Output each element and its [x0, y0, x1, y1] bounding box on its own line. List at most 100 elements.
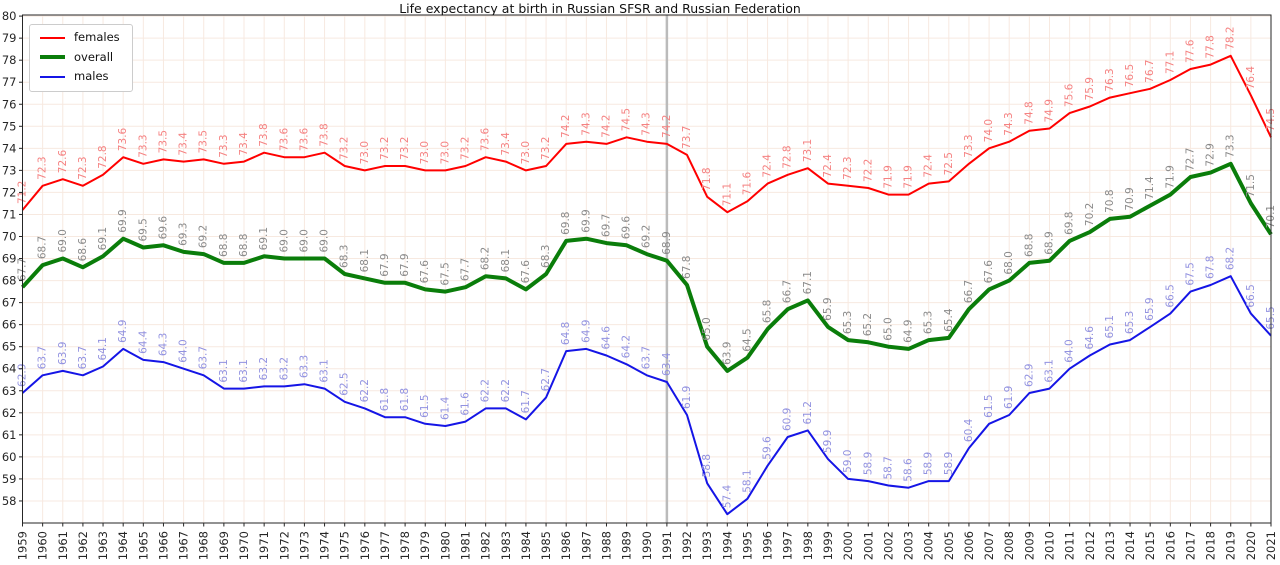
legend-item-females: females	[40, 31, 120, 44]
svg-text:63.1: 63.1	[218, 359, 230, 382]
chart-title: Life expectancy at birth in Russian SFSR…	[399, 1, 801, 16]
svg-text:64.1: 64.1	[97, 337, 109, 360]
svg-text:74.2: 74.2	[661, 115, 673, 138]
svg-text:73.2: 73.2	[339, 137, 351, 160]
svg-text:69.0: 69.0	[278, 229, 290, 252]
svg-text:73.5: 73.5	[198, 130, 210, 153]
svg-text:1979: 1979	[418, 531, 432, 560]
svg-text:67.9: 67.9	[379, 253, 391, 276]
svg-text:67.6: 67.6	[419, 260, 431, 284]
svg-text:58: 58	[2, 494, 17, 508]
svg-text:1978: 1978	[398, 531, 412, 560]
svg-text:61.6: 61.6	[460, 392, 472, 416]
svg-text:2013: 2013	[1103, 531, 1117, 560]
svg-text:68.3: 68.3	[540, 245, 552, 268]
svg-text:72.3: 72.3	[842, 156, 854, 179]
svg-text:73.8: 73.8	[258, 123, 270, 146]
svg-text:68.0: 68.0	[1003, 251, 1015, 274]
svg-text:69.6: 69.6	[157, 216, 169, 240]
svg-text:1969: 1969	[217, 531, 231, 560]
svg-text:78: 78	[2, 53, 17, 67]
svg-text:64.3: 64.3	[157, 333, 169, 356]
svg-text:71.6: 71.6	[741, 172, 753, 196]
svg-text:75.9: 75.9	[1084, 77, 1096, 100]
svg-text:1964: 1964	[116, 531, 130, 560]
svg-text:73.1: 73.1	[802, 139, 814, 162]
svg-text:73.3: 73.3	[218, 134, 230, 157]
svg-text:68.1: 68.1	[500, 249, 512, 272]
svg-text:63: 63	[2, 384, 17, 398]
svg-text:66.5: 66.5	[1245, 284, 1257, 307]
svg-text:69.0: 69.0	[319, 229, 331, 252]
svg-text:58.7: 58.7	[882, 456, 894, 479]
svg-text:73.4: 73.4	[178, 132, 190, 156]
svg-text:72.4: 72.4	[923, 154, 935, 178]
svg-text:1998: 1998	[801, 531, 815, 560]
svg-text:67: 67	[2, 296, 17, 310]
svg-text:1963: 1963	[96, 531, 110, 560]
svg-text:61.9: 61.9	[1003, 386, 1015, 409]
svg-text:69.8: 69.8	[560, 212, 572, 235]
svg-text:1970: 1970	[237, 531, 251, 560]
svg-text:1991: 1991	[660, 531, 674, 560]
svg-text:66.7: 66.7	[963, 280, 975, 303]
svg-text:67.6: 67.6	[520, 260, 532, 284]
svg-text:66.7: 66.7	[782, 280, 794, 303]
svg-text:73.3: 73.3	[1225, 134, 1237, 157]
svg-text:2000: 2000	[841, 531, 855, 560]
svg-text:1994: 1994	[720, 531, 734, 560]
svg-text:65.4: 65.4	[943, 308, 955, 332]
svg-text:75.6: 75.6	[1064, 83, 1076, 107]
svg-text:2016: 2016	[1163, 531, 1177, 560]
x-axis: 1959 1960 1961 1962 1963 1964 1965 1966 1967 1968…	[16, 523, 1278, 560]
males-line	[21, 275, 1272, 516]
svg-text:58.9: 58.9	[862, 452, 874, 475]
svg-text:77.6: 77.6	[1184, 39, 1196, 63]
svg-text:1967: 1967	[177, 531, 191, 560]
svg-text:68.9: 68.9	[661, 231, 673, 254]
svg-text:65.0: 65.0	[882, 317, 894, 340]
legend-item-males: males	[40, 70, 120, 83]
svg-text:70.9: 70.9	[1124, 187, 1136, 210]
svg-text:65.0: 65.0	[701, 317, 713, 340]
svg-text:63.7: 63.7	[198, 346, 210, 369]
svg-text:63.9: 63.9	[721, 342, 733, 365]
y-axis: 58 59 60 61 62 63 64 65 66 67 68 69 70 71 72 73 74 75 76 77…	[2, 9, 23, 508]
legend-item-overall: overall	[40, 51, 120, 64]
svg-text:68: 68	[2, 274, 17, 288]
svg-text:64.4: 64.4	[137, 330, 149, 354]
svg-text:77: 77	[2, 75, 17, 89]
svg-text:74.5: 74.5	[621, 108, 633, 131]
svg-text:67.8: 67.8	[1205, 256, 1217, 279]
svg-text:70.8: 70.8	[1104, 189, 1116, 212]
svg-text:77.8: 77.8	[1205, 35, 1217, 58]
females-point-labels: 71.272.3 72.6 72.3 72.873.6 73.3 73.5 73.4 73.5…	[17, 26, 1278, 206]
svg-text:64.6: 64.6	[1084, 326, 1096, 350]
svg-text:59.0: 59.0	[842, 450, 854, 473]
svg-text:74.2: 74.2	[560, 115, 572, 138]
svg-text:80: 80	[2, 9, 17, 23]
svg-text:67.8: 67.8	[681, 256, 693, 279]
svg-text:2005: 2005	[942, 531, 956, 560]
svg-text:2014: 2014	[1123, 531, 1137, 560]
svg-text:1995: 1995	[740, 531, 754, 560]
svg-text:71.5: 71.5	[1245, 174, 1257, 197]
svg-text:66.5: 66.5	[1164, 284, 1176, 307]
svg-text:61.4: 61.4	[439, 396, 451, 420]
svg-text:73.6: 73.6	[278, 127, 290, 151]
svg-text:61.8: 61.8	[399, 388, 411, 411]
svg-text:72.2: 72.2	[862, 159, 874, 182]
svg-text:63.3: 63.3	[298, 355, 310, 378]
svg-text:61.7: 61.7	[520, 390, 532, 413]
svg-text:1961: 1961	[56, 531, 70, 560]
svg-text:60.9: 60.9	[782, 408, 794, 431]
svg-text:74.3: 74.3	[641, 112, 653, 135]
svg-text:73.3: 73.3	[137, 134, 149, 157]
svg-text:65.1: 65.1	[1104, 315, 1116, 338]
svg-text:69.5: 69.5	[137, 218, 149, 241]
grid	[22, 15, 1272, 523]
svg-text:2009: 2009	[1022, 531, 1036, 560]
svg-text:64.0: 64.0	[178, 339, 190, 362]
svg-text:70.2: 70.2	[1084, 203, 1096, 226]
